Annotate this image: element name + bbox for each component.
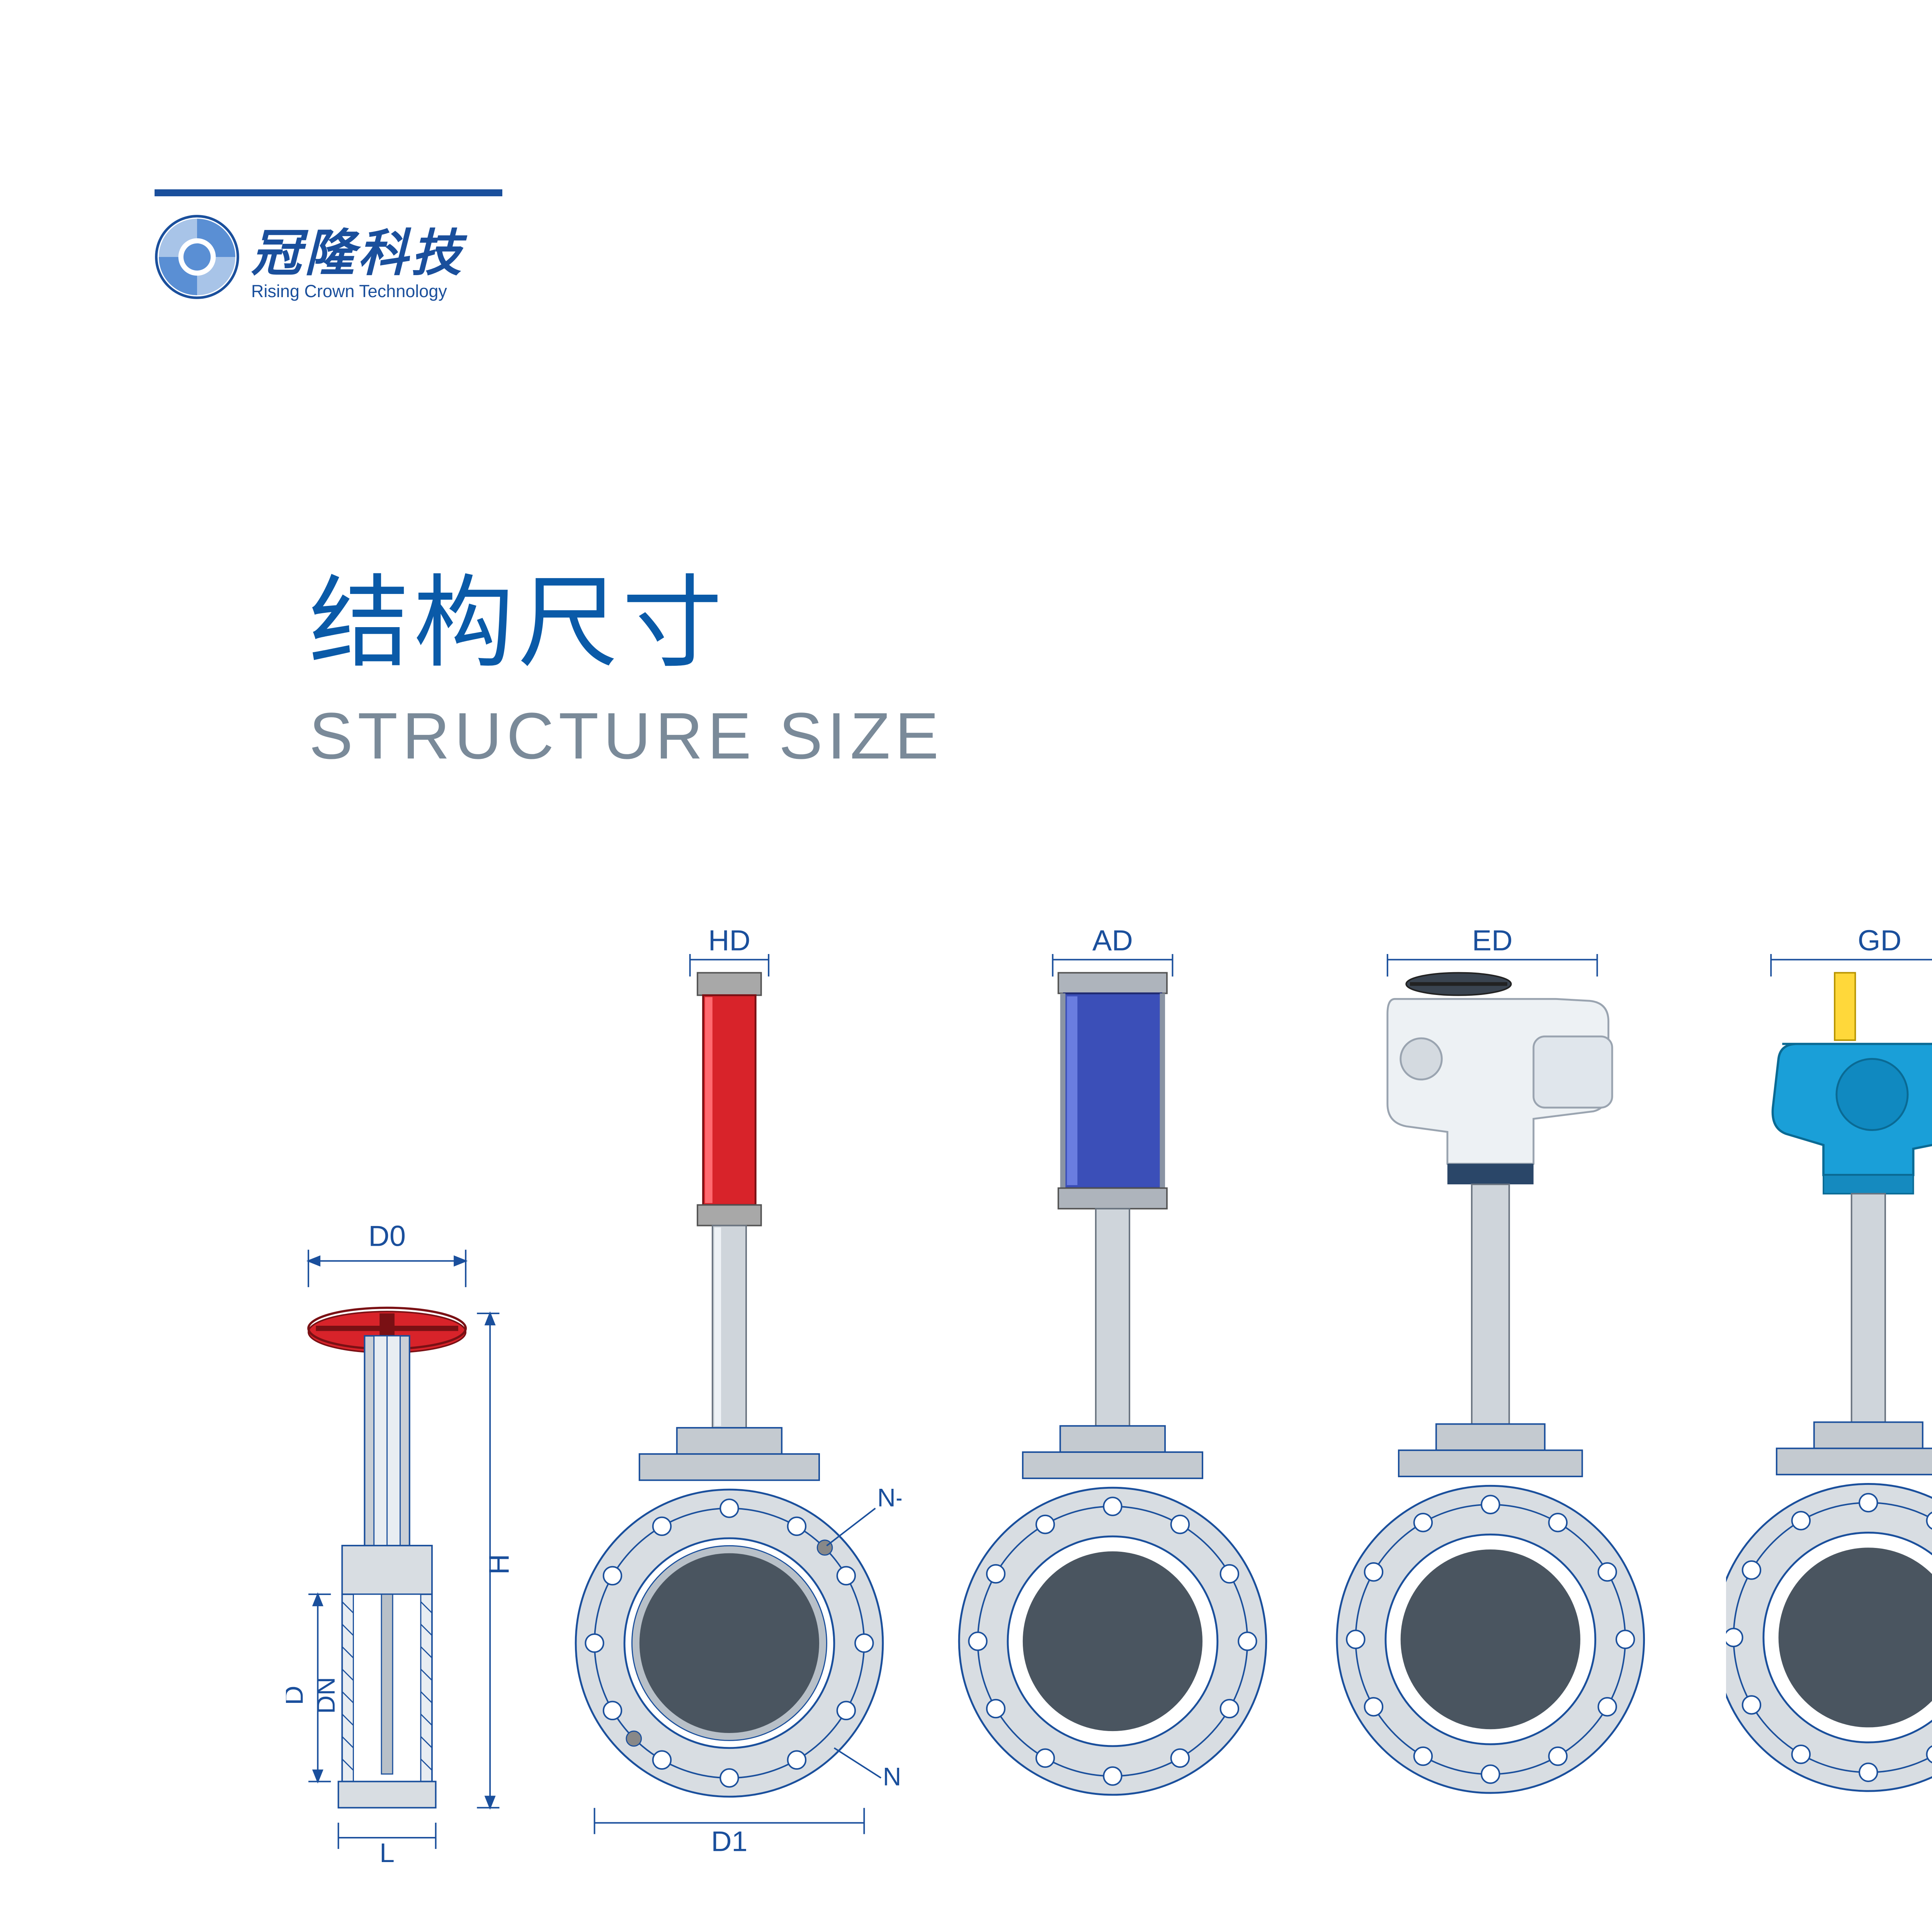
- svg-text:D: D: [286, 1685, 309, 1705]
- diagram-handwheel: D0: [286, 1141, 518, 1875]
- svg-text:ED: ED: [1472, 924, 1513, 957]
- svg-text:DN: DN: [311, 1677, 340, 1714]
- diagram-gearbox: GD: [1726, 909, 1932, 1875]
- svg-text:H: H: [483, 1554, 515, 1575]
- svg-text:AD: AD: [1092, 924, 1133, 957]
- page-title: 结构尺寸 STRUCTURE SIZE: [309, 541, 1932, 774]
- svg-text:L: L: [379, 1838, 395, 1868]
- svg-text:GD: GD: [1857, 924, 1901, 957]
- logo-icon: [155, 214, 240, 299]
- title-cn: 结构尺寸: [309, 541, 1932, 687]
- logo-text-cn: 冠隆科技: [251, 213, 464, 285]
- structure-diagrams: D0: [270, 871, 1932, 1875]
- logo-text-en: Rising Crown Technology: [251, 281, 464, 301]
- diagram-hydraulic: HD: [565, 909, 901, 1875]
- svg-text:HD: HD: [708, 924, 750, 957]
- svg-text:D0: D0: [368, 1220, 406, 1253]
- svg-text:D1: D1: [711, 1825, 747, 1857]
- svg-text:N-M: N-M: [877, 1483, 901, 1512]
- logo-rule: [155, 189, 502, 196]
- svg-text:N-Ø: N-Ø: [883, 1762, 901, 1791]
- diagram-electric: ED: [1324, 909, 1680, 1875]
- logo: 冠隆科技 Rising Crown Technology: [155, 213, 464, 301]
- diagram-pneumatic: AD: [948, 909, 1277, 1875]
- title-en: STRUCTURE SIZE: [309, 698, 1932, 774]
